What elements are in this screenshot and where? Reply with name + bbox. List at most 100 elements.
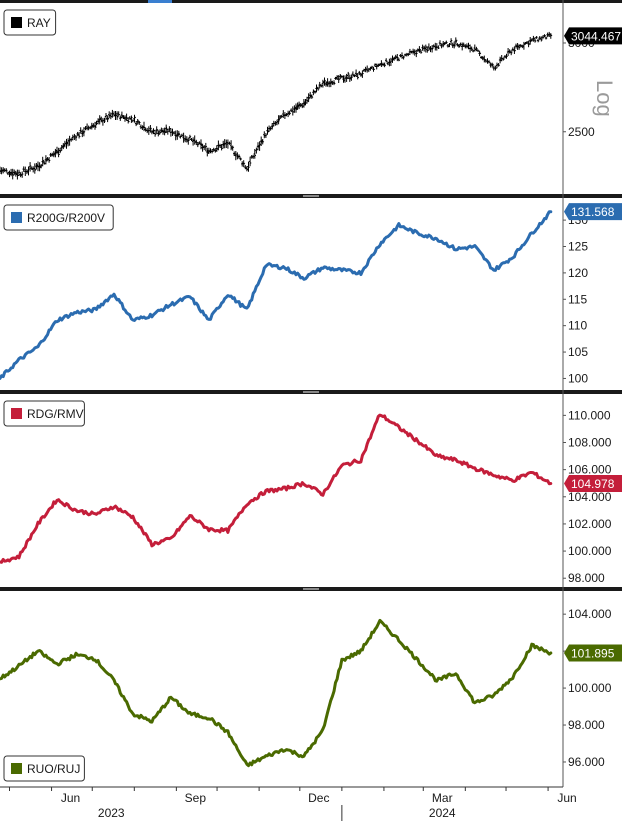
legend-swatch (11, 408, 22, 419)
last-value-tag: 131.568 (564, 203, 622, 220)
separator-grip[interactable] (303, 195, 319, 197)
y-tick-label: 96.000 (568, 755, 605, 769)
y-tick-label: 106.000 (568, 463, 612, 477)
price-bar-close (321, 85, 322, 86)
y-tick-label: 125 (568, 240, 588, 254)
price-bar-close (71, 139, 72, 140)
y-tick-label: 105 (568, 345, 588, 359)
price-bar-close (226, 142, 227, 143)
price-bar-close (241, 159, 242, 160)
y-tick-label: 100.000 (568, 544, 612, 558)
price-bar-close (155, 134, 156, 135)
price-bar-close (30, 166, 31, 167)
last-value-text: 131.568 (571, 205, 615, 219)
price-bar-close (168, 131, 169, 132)
price-bar-close (521, 45, 522, 46)
y-tick-label: 98.000 (568, 718, 605, 732)
price-bar-close (532, 40, 533, 41)
price-bar-close (451, 40, 452, 41)
price-bar-close (391, 61, 392, 62)
y-tick-label: 100 (568, 371, 588, 385)
last-value-text: 101.895 (571, 646, 615, 660)
x-month-label: Dec (308, 791, 329, 805)
price-bar-close (538, 41, 539, 42)
price-bar-close (541, 40, 542, 41)
price-bar-close (174, 133, 175, 134)
price-bar-close (408, 54, 409, 55)
price-bar-close (275, 124, 276, 125)
price-bar-close (472, 49, 473, 50)
legend-label: RUO/RUJ (27, 762, 80, 776)
y-tick-label: 98.000 (568, 571, 605, 585)
top-accent (148, 0, 172, 3)
series-line (0, 212, 551, 379)
price-bar-close (429, 48, 430, 49)
x-month-label: Mar (432, 791, 453, 805)
last-value-tag: 104.978 (564, 475, 622, 492)
y-tick-label: 108.000 (568, 436, 612, 450)
y-tick-label: 110.000 (568, 408, 611, 422)
separator-grip[interactable] (303, 391, 319, 393)
price-bar-close (230, 143, 231, 144)
price-bar-close (353, 74, 354, 75)
y-tick-label: 104.000 (568, 607, 612, 621)
x-year-label: 2023 (98, 806, 125, 820)
price-bar-close (336, 78, 337, 79)
price-bar-close (446, 42, 447, 43)
y-tick-label: 120 (568, 266, 588, 280)
price-bar-close (233, 147, 234, 148)
scale-label: Log (592, 80, 617, 117)
price-bar-close (337, 77, 338, 78)
top-border (0, 0, 622, 3)
legend-swatch (11, 17, 22, 28)
price-bar-close (442, 46, 443, 47)
panel-4: 104.000102.000100.00098.00096.000101.895… (0, 607, 622, 781)
legend[interactable]: RAY (4, 10, 56, 35)
price-bar-close (427, 50, 428, 51)
price-bar-close (484, 59, 485, 60)
legend[interactable]: R200G/R200V (4, 205, 113, 230)
price-bar-close (220, 145, 221, 146)
price-bar-close (473, 51, 474, 52)
last-value-text: 3044.467 (571, 29, 621, 43)
series-line (0, 620, 551, 765)
y-tick-label: 100.000 (568, 681, 612, 695)
legend-swatch (11, 212, 22, 223)
y-tick-label: 115 (568, 292, 587, 306)
price-bar-close (190, 136, 191, 137)
legend[interactable]: RUO/RUJ (4, 756, 84, 781)
price-bar-close (543, 37, 544, 38)
series-line (0, 415, 551, 562)
last-value-tag: 3044.467 (564, 27, 622, 44)
price-bar-close (52, 155, 53, 156)
price-bar-close (263, 141, 264, 142)
panel-3: 110.000108.000106.000104.000102.000100.0… (0, 401, 622, 585)
x-year-label: 2024 (429, 806, 456, 820)
price-bar-close (499, 65, 500, 66)
price-bar-close (385, 65, 386, 66)
separator-grip[interactable] (303, 588, 319, 590)
last-value-text: 104.978 (571, 477, 615, 491)
price-bar-close (209, 151, 210, 152)
price-bar-close (507, 56, 508, 57)
x-month-label: Jun (557, 791, 576, 805)
y-tick-label: 2500 (568, 125, 595, 139)
price-bar-close (491, 64, 492, 65)
y-tick-label: 110 (568, 319, 587, 333)
legend-label: R200G/R200V (27, 211, 105, 225)
price-bar-close (116, 114, 117, 115)
legend-label: RDG/RMV (27, 407, 84, 421)
x-month-label: Jun (61, 791, 80, 805)
legend-swatch (11, 763, 22, 774)
last-value-tag: 101.895 (564, 644, 622, 661)
price-bar-close (415, 51, 416, 52)
y-tick-label: 102.000 (568, 517, 612, 531)
price-bar-close (467, 47, 468, 48)
price-bar-close (74, 136, 75, 137)
legend[interactable]: RDG/RMV (4, 401, 84, 426)
